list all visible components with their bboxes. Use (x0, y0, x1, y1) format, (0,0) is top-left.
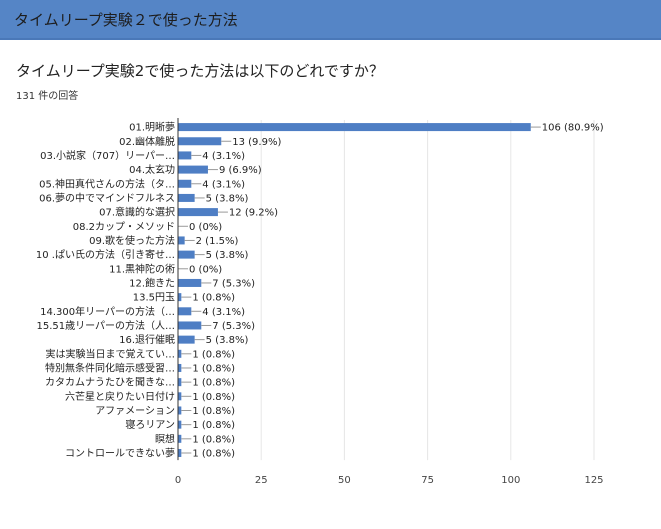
bar (178, 307, 192, 316)
data-label: 9 (6.9%) (219, 165, 262, 176)
question-title: タイムリープ実験2で使った方法は以下のどれですか？ (16, 62, 384, 80)
data-label: 1 (0.8%) (192, 349, 235, 360)
data-label: 0 (0%) (189, 264, 222, 275)
category-label: 01.明晰夢 (129, 121, 175, 134)
category-label: 13.5円玉 (133, 293, 175, 304)
data-label: 5 (3.8%) (206, 250, 249, 261)
bar (178, 165, 208, 174)
data-label: 13 (9.9%) (232, 137, 281, 148)
bar (178, 363, 182, 372)
data-label: 1 (0.8%) (192, 363, 235, 374)
category-label: 16.退行催眠 (119, 333, 175, 346)
data-label: 5 (3.8%) (206, 335, 249, 346)
data-label: 4 (3.1%) (202, 307, 245, 318)
bar (178, 278, 202, 287)
data-label: 1 (0.8%) (192, 378, 235, 389)
bar (178, 123, 531, 132)
category-label: 11.黒神陀の術 (109, 262, 175, 275)
x-tick-label: 75 (421, 475, 434, 486)
bar (178, 179, 192, 188)
bar (178, 420, 182, 429)
category-label: 02.幽体離脱 (119, 135, 175, 148)
x-tick-label: 25 (255, 475, 268, 486)
bar (178, 293, 182, 302)
bar (178, 193, 195, 202)
bar (178, 406, 182, 415)
category-label: 06.夢の中でマインドフルネス (39, 191, 175, 204)
category-label: 08.2カップ・メソッド (73, 221, 175, 233)
response-count: 131 件の回答 (16, 91, 79, 102)
bar (178, 250, 195, 259)
category-label: 07.意識的な選択 (99, 206, 175, 219)
category-label: 15.51歳リーパーの方法（人… (36, 319, 175, 332)
data-label: 7 (5.3%) (212, 278, 255, 289)
bar (178, 236, 185, 245)
category-label: 04.太玄功 (129, 163, 175, 176)
bar (178, 335, 195, 344)
data-label: 4 (3.1%) (202, 179, 245, 190)
data-label: 0 (0%) (189, 222, 222, 233)
data-label: 1 (0.8%) (192, 434, 235, 445)
data-label: 7 (5.3%) (212, 321, 255, 332)
data-label: 1 (0.8%) (192, 293, 235, 304)
bar (178, 392, 182, 401)
category-label: 10 .ぱい氏の方法（引き寄せ… (36, 248, 175, 261)
bar (178, 434, 182, 443)
category-label: 特別無条件同化暗示感受習… (45, 361, 175, 374)
category-label: コントロールできない夢 (65, 446, 175, 459)
x-tick-label: 100 (501, 475, 520, 486)
data-label: 1 (0.8%) (192, 392, 235, 403)
data-label: 5 (3.8%) (206, 193, 249, 204)
category-label: アファメーション (95, 406, 175, 417)
data-label: 1 (0.8%) (192, 420, 235, 431)
category-label: 六芒星と戻りたい日付け (65, 390, 175, 403)
data-label: 1 (0.8%) (192, 406, 235, 417)
category-label: 09.歌を使った方法 (89, 234, 175, 247)
category-label: 05.神田真代さんの方法（タ… (39, 177, 175, 190)
data-label: 4 (3.1%) (202, 151, 245, 162)
bar (178, 448, 182, 457)
data-label: 1 (0.8%) (192, 448, 235, 459)
bar (178, 151, 192, 160)
data-label: 106 (80.9%) (542, 123, 604, 134)
bar (178, 137, 222, 146)
category-label: 寝ろリアン (125, 418, 175, 431)
category-label: 瞑想 (155, 432, 175, 445)
header-bar: タイムリープ実験２で使った方法 (0, 0, 661, 40)
x-tick-label: 125 (584, 475, 603, 486)
bar (178, 378, 182, 387)
bar (178, 349, 182, 358)
x-tick-label: 50 (338, 475, 351, 486)
x-tick-label: 0 (175, 475, 181, 486)
bar (178, 321, 202, 330)
category-label: 03.小説家（707）リーパー… (40, 149, 175, 162)
header-title: タイムリープ実験２で使った方法 (14, 11, 238, 29)
category-label: カタカムナうたひを聞きな… (45, 377, 175, 389)
bar (178, 208, 218, 217)
data-label: 12 (9.2%) (229, 208, 278, 219)
category-label: 実は実験当日まで覚えてい… (46, 347, 176, 360)
category-label: 14.300年リーパーの方法（… (40, 305, 175, 318)
category-label: 12.飽きた (129, 276, 175, 289)
data-label: 2 (1.5%) (196, 236, 239, 247)
